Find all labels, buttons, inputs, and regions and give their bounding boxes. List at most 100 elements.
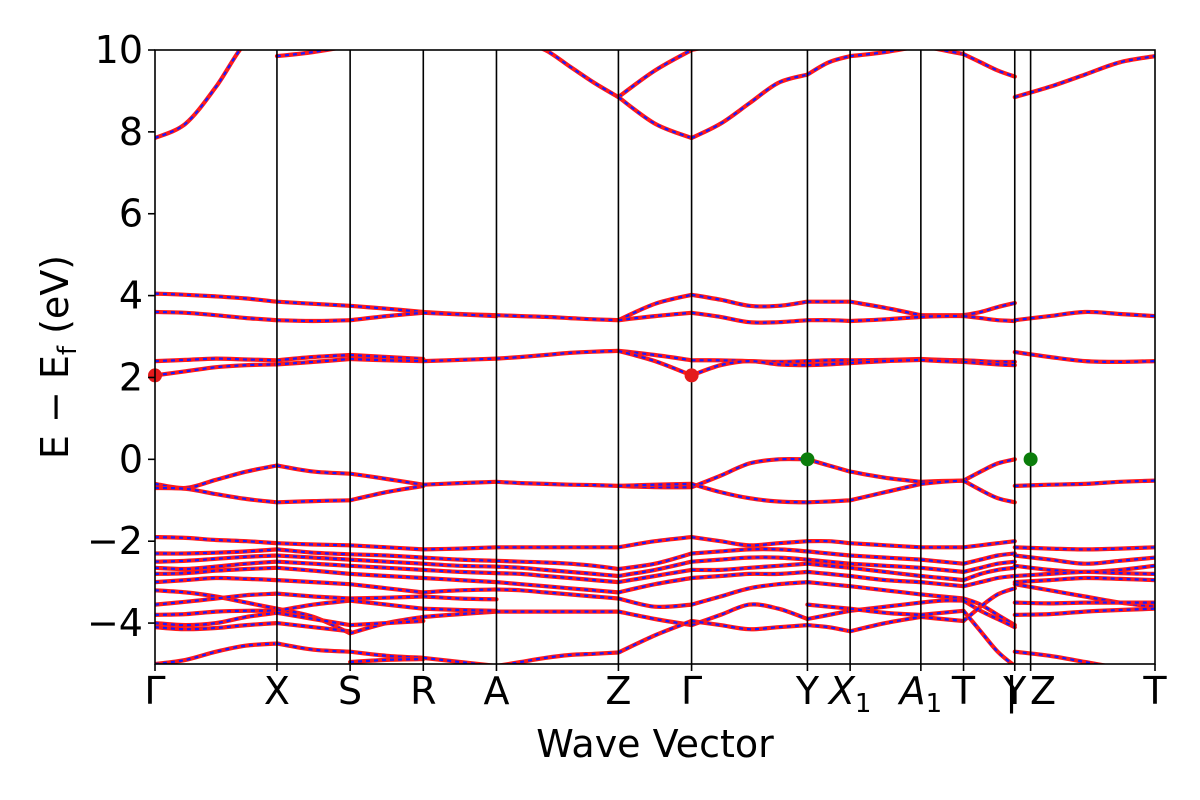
- band-line-spin-up: [155, 565, 280, 576]
- band-line-spin-down: [276, 319, 351, 323]
- band-line-spin-down: [423, 562, 497, 568]
- band-line-spin-up: [540, 50, 621, 100]
- band-line-spin-down: [618, 482, 692, 487]
- band-line-spin-down: [276, 566, 351, 575]
- band-line-spin-up: [689, 456, 810, 490]
- band-line-spin-up: [931, 50, 966, 57]
- x-tick-label: S: [338, 669, 362, 713]
- band-line-spin-down: [617, 619, 693, 654]
- band-line-spin-down: [618, 349, 693, 377]
- band-line-spin-up: [1012, 545, 1155, 552]
- band-line-spin-down: [962, 599, 1016, 629]
- band-line-spin-up: [918, 608, 966, 617]
- band-line-spin-down: [349, 615, 424, 635]
- band-line-spin-down: [349, 311, 424, 322]
- band-line-spin-down: [350, 619, 424, 627]
- band-line-spin-down: [963, 560, 1015, 573]
- band-line-spin-down: [849, 50, 905, 58]
- band-line-spin-down: [423, 568, 497, 575]
- band-line-spin-up: [805, 361, 853, 368]
- band-line-spin-up: [155, 535, 280, 546]
- x-tick-label: T: [1142, 669, 1167, 713]
- band-line-spin-down: [962, 479, 1016, 504]
- band-line-spin-up: [155, 485, 280, 505]
- band-line-spin-up: [805, 549, 853, 558]
- band-line-spin-up: [918, 557, 966, 566]
- x-tick-label: | Z: [1005, 669, 1056, 714]
- band-line-spin-up: [805, 358, 853, 364]
- band-line-spin-up: [1012, 553, 1155, 566]
- band-line-spin-down: [691, 73, 808, 139]
- band-line-spin-up: [918, 573, 966, 583]
- band-line-spin-down: [1014, 55, 1155, 99]
- y-tick-label: 10: [95, 28, 143, 72]
- band-line-spin-down: [349, 583, 424, 594]
- band-line-spin-down: [617, 50, 693, 98]
- x-tick-label: X1: [827, 669, 872, 719]
- band-line-spin-up: [805, 498, 853, 505]
- band-line-spin-down: [806, 55, 851, 76]
- band-line-spin-up: [805, 608, 853, 622]
- band-line-spin-up: [689, 50, 702, 53]
- band-line-spin-down: [350, 357, 424, 363]
- band-line-spin-down: [276, 554, 351, 561]
- band-line-spin-down: [962, 587, 1016, 622]
- y-tick-label: −4: [87, 601, 143, 645]
- band-line-spin-up: [155, 356, 280, 364]
- band-line-spin-down: [1014, 583, 1155, 608]
- x-tick-label: Γ: [144, 669, 165, 713]
- y-tick-label: 4: [119, 274, 143, 318]
- x-tick-label: Y: [1002, 669, 1027, 713]
- band-line-spin-up: [494, 580, 621, 595]
- band-line-spin-down: [849, 300, 922, 317]
- band-line-spin-down: [276, 579, 351, 586]
- band-line-spin-down: [963, 552, 1015, 565]
- band-line-spin-down: [963, 359, 1015, 364]
- x-tick-label: A: [483, 669, 509, 713]
- band-line-spin-down: [350, 564, 424, 571]
- band-line-spin-up: [1012, 575, 1155, 585]
- band-line-spin-down: [276, 542, 351, 547]
- x-tick-label: A1: [897, 669, 943, 719]
- band-line-spin-up: [494, 571, 621, 585]
- band-line-spin-down: [276, 357, 351, 366]
- band-line-spin-down: [423, 480, 497, 486]
- band-line-spin-down: [276, 599, 351, 612]
- band-line-spin-down: [850, 554, 921, 561]
- band-line-spin-down: [617, 293, 692, 322]
- band-line-spin-down: [849, 470, 922, 483]
- band-line-spin-down: [618, 552, 692, 571]
- band-line-spin-down: [276, 622, 351, 633]
- band-line-spin-up: [805, 561, 853, 570]
- band-line-spin-down: [691, 482, 808, 504]
- band-line-spin-up: [918, 580, 966, 589]
- band-line-spin-down: [618, 536, 692, 549]
- y-axis-label: E − Ef (eV): [33, 255, 83, 459]
- band-line-spin-down: [849, 566, 922, 578]
- y-tick-label: 0: [119, 437, 143, 481]
- band-line-spin-down: [155, 464, 278, 490]
- band-line-spin-down: [618, 576, 692, 594]
- band-line-spin-down: [963, 360, 1015, 367]
- band-line-spin-up: [918, 357, 966, 364]
- band-line-spin-up: [1012, 350, 1155, 365]
- band-line-spin-down: [691, 570, 808, 580]
- band-line-spin-up: [918, 598, 966, 605]
- band-line-spin-up: [155, 591, 280, 607]
- band-line-spin-up: [155, 608, 280, 617]
- high-symmetry-lines: [276, 50, 1032, 664]
- y-tick-label: 2: [119, 355, 143, 399]
- band-line-spin-up: [689, 535, 810, 548]
- band-line-spin-down: [849, 585, 922, 596]
- x-tick-label: Γ: [681, 669, 702, 713]
- band-line-spin-up: [1012, 478, 1155, 488]
- band-line-spin-down: [963, 315, 1015, 323]
- band-line-spin-down: [849, 615, 922, 633]
- band-line-spin-up: [494, 587, 621, 601]
- band-line-spin-up: [616, 596, 694, 610]
- band-line-spin-down: [350, 353, 424, 361]
- band-line-spin-down: [849, 607, 921, 616]
- band-line-spin-up: [689, 580, 810, 607]
- x-tick-label: Z: [605, 669, 631, 713]
